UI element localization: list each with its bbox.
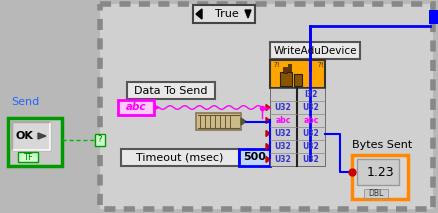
Text: U32: U32	[275, 142, 291, 151]
Bar	[429, 10, 438, 24]
Bar	[283, 67, 287, 73]
Bar	[364, 189, 388, 198]
Text: ?!: ?!	[273, 62, 279, 68]
Bar	[104, 8, 429, 205]
Text: Send: Send	[11, 97, 39, 107]
Bar	[18, 152, 38, 162]
Bar	[294, 74, 302, 86]
Text: U32: U32	[303, 129, 319, 138]
Text: TF: TF	[23, 153, 33, 161]
Polygon shape	[266, 157, 270, 163]
Polygon shape	[266, 131, 270, 137]
Bar	[100, 4, 433, 209]
Text: 500: 500	[243, 153, 266, 163]
Text: ?!: ?!	[317, 62, 324, 68]
Text: Data To Send: Data To Send	[134, 85, 208, 95]
Text: WriteAduDevice: WriteAduDevice	[273, 46, 357, 56]
Bar	[239, 149, 270, 166]
Text: U32: U32	[303, 103, 319, 112]
Text: True: True	[215, 9, 239, 19]
Text: DBL: DBL	[368, 189, 384, 198]
Bar	[357, 159, 399, 185]
Bar	[297, 88, 325, 166]
Polygon shape	[241, 118, 246, 125]
Text: U32: U32	[303, 155, 319, 164]
Text: U32: U32	[275, 129, 291, 138]
Polygon shape	[38, 133, 46, 139]
Bar	[127, 82, 215, 99]
Bar	[270, 42, 360, 59]
Bar	[193, 5, 255, 23]
Text: I32: I32	[304, 90, 318, 99]
Text: U32: U32	[275, 103, 291, 112]
Polygon shape	[266, 105, 270, 111]
Polygon shape	[266, 144, 270, 150]
Polygon shape	[154, 105, 159, 110]
Bar	[8, 118, 62, 166]
Bar	[352, 155, 408, 199]
Bar	[280, 72, 292, 86]
Bar	[95, 134, 105, 146]
Polygon shape	[245, 10, 251, 18]
Polygon shape	[266, 118, 270, 124]
Text: abc: abc	[303, 116, 319, 125]
Text: U32: U32	[275, 155, 291, 164]
Bar	[121, 149, 239, 166]
Bar	[288, 64, 291, 72]
Text: Bytes Sent: Bytes Sent	[352, 140, 412, 150]
Text: U32: U32	[303, 142, 319, 151]
Bar	[118, 100, 154, 115]
Bar	[270, 88, 297, 166]
Text: abc: abc	[276, 116, 291, 125]
Polygon shape	[196, 9, 202, 19]
Bar	[12, 122, 50, 150]
Text: ?: ?	[98, 135, 102, 144]
Text: Timeout (msec): Timeout (msec)	[136, 153, 224, 163]
Text: abc: abc	[126, 102, 146, 112]
Bar	[270, 60, 325, 88]
Text: OK: OK	[15, 131, 33, 141]
Text: 1.23: 1.23	[366, 166, 394, 178]
Bar	[196, 113, 241, 130]
